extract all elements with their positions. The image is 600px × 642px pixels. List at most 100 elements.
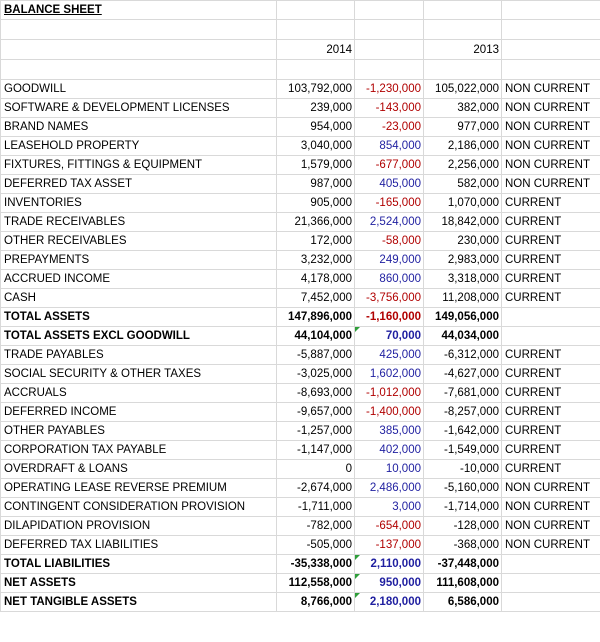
category-label[interactable]: NON CURRENT [501,155,600,175]
row-label[interactable]: OVERDRAFT & LOANS [0,459,277,479]
cell-empty[interactable] [501,59,600,80]
value-2014[interactable]: -1,711,000 [276,497,355,517]
value-2014[interactable]: 112,558,000 [276,573,355,593]
value-2013[interactable]: 382,000 [423,98,502,118]
change-value[interactable]: 950,000 [354,573,424,593]
value-2014[interactable]: -3,025,000 [276,364,355,384]
category-label[interactable] [501,554,600,574]
change-value[interactable]: -677,000 [354,155,424,175]
value-2014[interactable]: -2,674,000 [276,478,355,498]
change-value[interactable]: 402,000 [354,440,424,460]
cell-title[interactable]: BALANCE SHEET [0,0,277,20]
value-2014[interactable]: 8,766,000 [276,592,355,612]
value-2013[interactable]: 18,842,000 [423,212,502,232]
value-2013[interactable]: -128,000 [423,516,502,536]
value-2013[interactable]: 2,256,000 [423,155,502,175]
row-label[interactable]: CONTINGENT CONSIDERATION PROVISION [0,497,277,517]
value-2013[interactable]: -10,000 [423,459,502,479]
row-label[interactable]: FIXTURES, FITTINGS & EQUIPMENT [0,155,277,175]
row-label[interactable]: PREPAYMENTS [0,250,277,270]
value-2014[interactable]: -5,887,000 [276,345,355,365]
category-label[interactable]: CURRENT [501,288,600,308]
category-label[interactable]: CURRENT [501,231,600,251]
change-value[interactable]: 3,000 [354,497,424,517]
row-label[interactable]: DEFERRED TAX ASSET [0,174,277,194]
value-2013[interactable]: 111,608,000 [423,573,502,593]
cell-empty[interactable] [501,19,600,40]
change-value[interactable]: 1,602,000 [354,364,424,384]
category-label[interactable]: CURRENT [501,459,600,479]
change-value[interactable]: -1,160,000 [354,307,424,327]
cell-empty[interactable] [354,19,424,40]
cell-empty[interactable] [354,59,424,80]
category-label[interactable]: NON CURRENT [501,516,600,536]
value-2013[interactable]: -8,257,000 [423,402,502,422]
value-2014[interactable]: 0 [276,459,355,479]
value-2014[interactable]: 954,000 [276,117,355,137]
value-2014[interactable]: -35,338,000 [276,554,355,574]
value-2013[interactable]: 2,983,000 [423,250,502,270]
value-2013[interactable]: -1,642,000 [423,421,502,441]
change-value[interactable]: -654,000 [354,516,424,536]
row-label[interactable]: INVENTORIES [0,193,277,213]
row-label[interactable]: TOTAL ASSETS [0,307,277,327]
value-2014[interactable]: 3,040,000 [276,136,355,156]
value-2013[interactable]: 105,022,000 [423,79,502,99]
value-2013[interactable]: 1,070,000 [423,193,502,213]
change-value[interactable]: 10,000 [354,459,424,479]
row-label[interactable]: GOODWILL [0,79,277,99]
category-label[interactable]: CURRENT [501,364,600,384]
change-value[interactable]: -165,000 [354,193,424,213]
category-label[interactable]: NON CURRENT [501,535,600,555]
category-label[interactable]: CURRENT [501,193,600,213]
value-2014[interactable]: 239,000 [276,98,355,118]
change-value[interactable]: 385,000 [354,421,424,441]
cell-empty[interactable] [0,39,277,60]
category-label[interactable]: NON CURRENT [501,79,600,99]
category-label[interactable]: NON CURRENT [501,497,600,517]
row-label[interactable]: NET TANGIBLE ASSETS [0,592,277,612]
row-label[interactable]: NET ASSETS [0,573,277,593]
change-value[interactable]: -1,012,000 [354,383,424,403]
category-label[interactable]: CURRENT [501,250,600,270]
row-label[interactable]: LEASEHOLD PROPERTY [0,136,277,156]
cell-empty[interactable] [501,0,600,20]
value-2013[interactable]: -37,448,000 [423,554,502,574]
row-label[interactable]: TRADE PAYABLES [0,345,277,365]
category-label[interactable] [501,592,600,612]
value-2013[interactable]: -5,160,000 [423,478,502,498]
value-2013[interactable]: 11,208,000 [423,288,502,308]
value-2014[interactable]: -9,657,000 [276,402,355,422]
cell-empty[interactable] [0,59,277,80]
value-2013[interactable]: 977,000 [423,117,502,137]
value-2013[interactable]: -7,681,000 [423,383,502,403]
value-2013[interactable]: -368,000 [423,535,502,555]
value-2014[interactable]: 1,579,000 [276,155,355,175]
row-label[interactable]: SOCIAL SECURITY & OTHER TAXES [0,364,277,384]
change-value[interactable]: 2,524,000 [354,212,424,232]
change-value[interactable]: 2,486,000 [354,478,424,498]
category-label[interactable] [501,307,600,327]
value-2014[interactable]: 44,104,000 [276,326,355,346]
value-2014[interactable]: -1,147,000 [276,440,355,460]
value-2013[interactable]: -1,549,000 [423,440,502,460]
category-label[interactable]: CURRENT [501,269,600,289]
category-label[interactable]: NON CURRENT [501,136,600,156]
change-value[interactable]: 2,110,000 [354,554,424,574]
cell-empty[interactable] [423,0,502,20]
value-2014[interactable]: -782,000 [276,516,355,536]
category-label[interactable]: CURRENT [501,212,600,232]
change-value[interactable]: -1,230,000 [354,79,424,99]
category-label[interactable]: NON CURRENT [501,98,600,118]
cell-empty[interactable] [0,19,277,40]
change-value[interactable]: -1,400,000 [354,402,424,422]
cell-empty[interactable] [276,0,355,20]
category-label[interactable]: CURRENT [501,421,600,441]
change-value[interactable]: 249,000 [354,250,424,270]
category-label[interactable] [501,573,600,593]
row-label[interactable]: CORPORATION TAX PAYABLE [0,440,277,460]
value-2014[interactable]: 172,000 [276,231,355,251]
header-year-2014[interactable]: 2014 [276,39,355,60]
value-2014[interactable]: 21,366,000 [276,212,355,232]
category-label[interactable]: CURRENT [501,402,600,422]
